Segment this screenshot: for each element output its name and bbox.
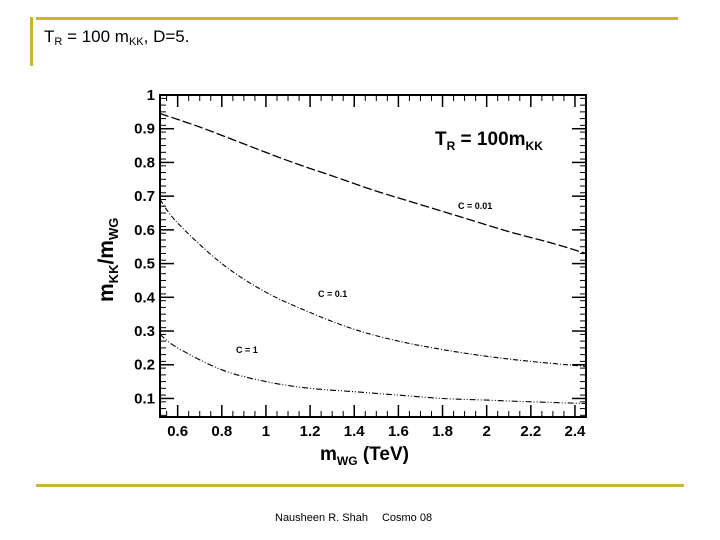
x-tick-label: 1.2: [300, 423, 321, 440]
y-tick-label: 0.4: [134, 289, 156, 306]
title-rule-left: [30, 17, 33, 66]
footer-event: Cosmo 08: [381, 512, 433, 524]
y-tick-label: 0.2: [134, 357, 155, 374]
footer-author: Nausheen R. Shah: [275, 512, 368, 524]
y-axis-ticks: 0.1 0.2 0.3 0.4 0.5 0.6 0.7 0.8 0.9 1: [134, 87, 586, 416]
x-tick-label: 1.6: [388, 423, 409, 440]
y-tick-label: 0.9: [134, 121, 155, 138]
y-tick-label: 0.6: [134, 222, 155, 239]
x-tick-label: 2.4: [565, 423, 587, 440]
series-line-3: [159, 333, 587, 405]
x-tick-label: 2.2: [520, 423, 541, 440]
plot-frame: [159, 94, 587, 418]
x-axis-title: mWG (TeV): [320, 444, 409, 468]
y-axis-title: mKK/mWG: [95, 218, 121, 302]
slide-title: TR = 100 mKK, D=5.: [44, 27, 190, 48]
y-tick-label: 1: [147, 87, 155, 104]
series-line-1: [159, 112, 587, 255]
y-tick-label: 0.5: [134, 256, 155, 273]
series-line-2: [159, 199, 587, 367]
footer-rule: [36, 484, 684, 487]
curve-label-c01: C = 0.1: [318, 289, 347, 299]
x-tick-label: 1.4: [344, 423, 366, 440]
curve-label-c001: C = 0.01: [458, 201, 492, 211]
x-tick-label: 0.6: [167, 423, 188, 440]
y-tick-label: 0.3: [134, 323, 155, 340]
footer: Nausheen R. Shah Cosmo 08: [275, 512, 432, 524]
y-tick-label: 0.8: [134, 154, 155, 171]
x-tick-label: 1: [262, 423, 270, 440]
x-axis-ticks: 0.6 0.8 1 1.2 1.4 1.6 1.8 2 2.2 2.4: [166, 95, 587, 440]
x-tick-label: 2: [483, 423, 491, 440]
curve-label-c1: C = 1: [236, 345, 258, 355]
x-tick-label: 0.8: [211, 423, 232, 440]
y-tick-label: 0.7: [134, 188, 155, 205]
y-tick-label: 0.1: [134, 390, 155, 407]
chart-title: TR = 100mKK: [435, 129, 543, 153]
x-tick-label: 1.8: [432, 423, 453, 440]
series-lines: [159, 112, 587, 405]
title-rule-top: [36, 17, 678, 20]
